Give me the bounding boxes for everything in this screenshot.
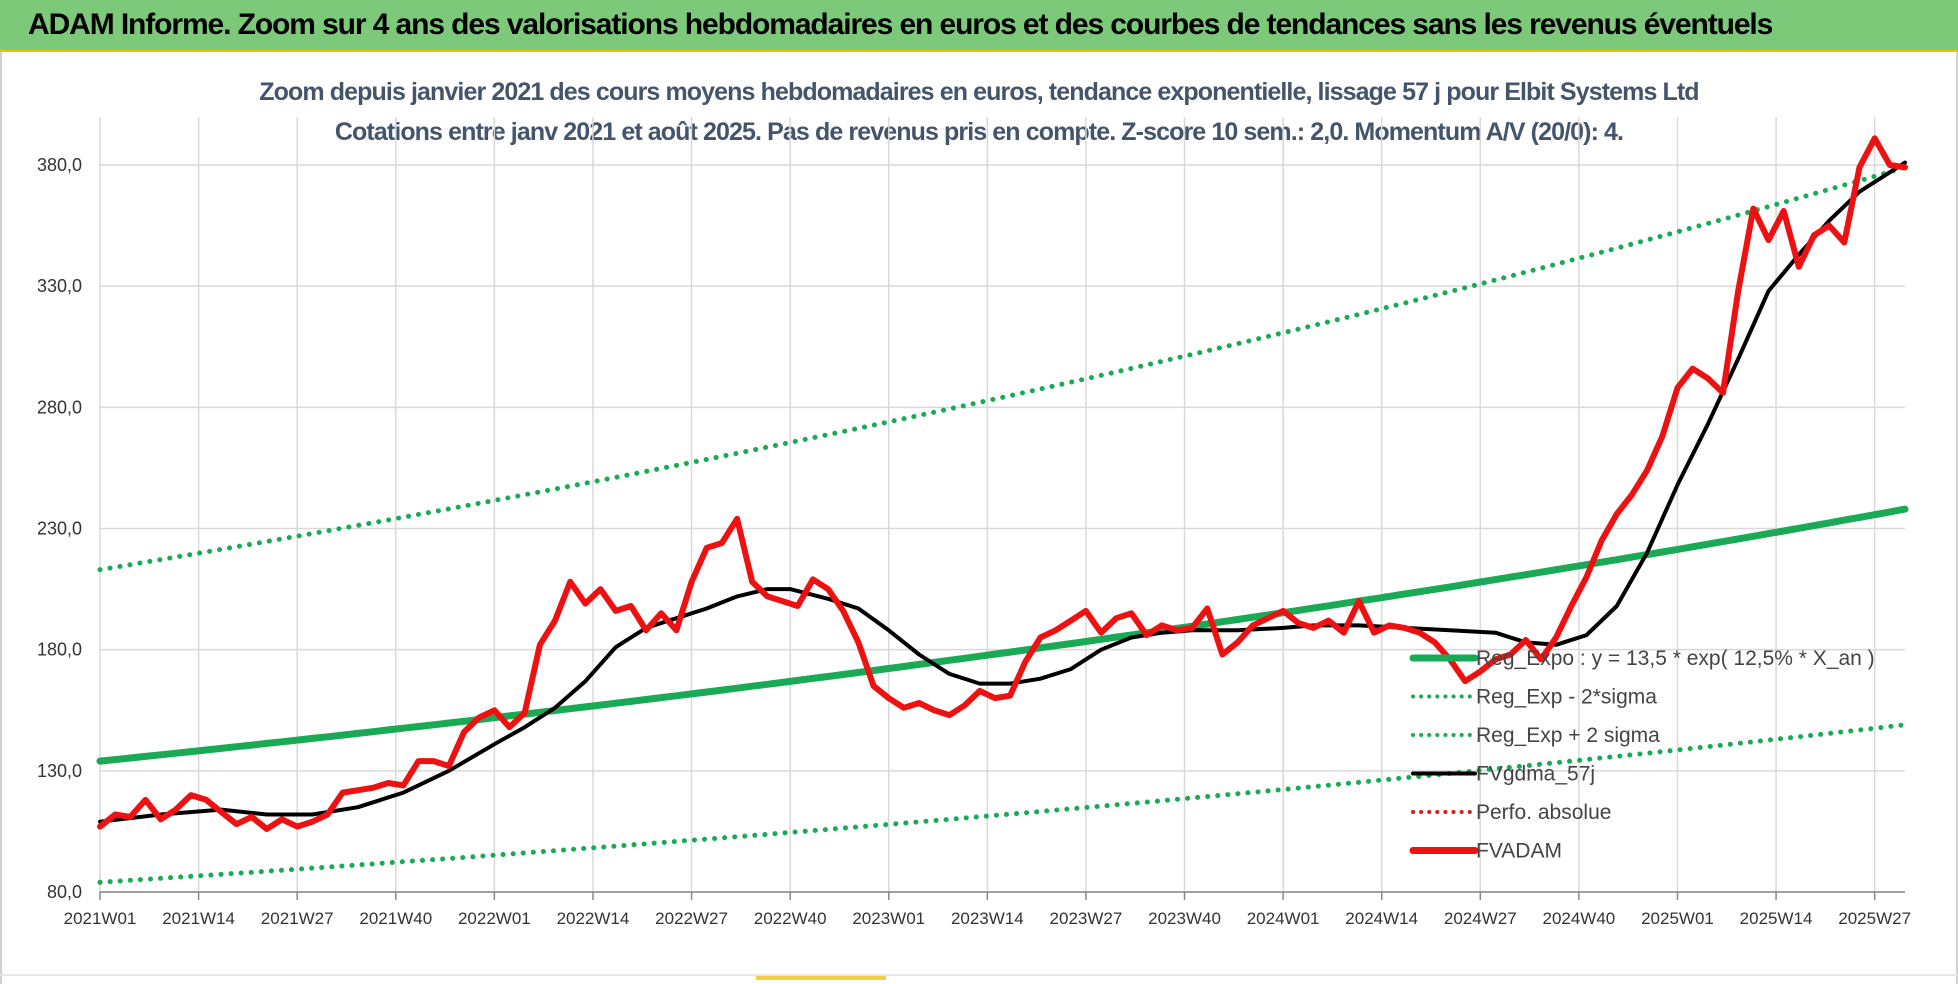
x-tick-label: 2022W27 [655, 909, 728, 928]
chart-frame [0, 52, 1958, 984]
x-tick-label: 2024W40 [1542, 909, 1615, 928]
x-tick-label: 2022W01 [458, 909, 531, 928]
legend-label: Reg_Exp + 2 sigma [1476, 724, 1660, 747]
x-tick-label: 2022W40 [754, 909, 827, 928]
series-reg-minus-2sigma [97, 722, 1908, 885]
legend-label: Perfo. absolue [1476, 801, 1611, 824]
legend-label: FVADAM [1476, 840, 1562, 863]
x-tick-label: 2023W40 [1148, 909, 1221, 928]
report-title: ADAM Informe. Zoom sur 4 ans des valoris… [28, 8, 1773, 41]
chart-legend: Reg_Expo : y = 13,5 * exp( 12,5% * X_an … [1409, 647, 1875, 863]
y-tick-label: 280,0 [37, 397, 82, 417]
x-tick-label: 2021W27 [261, 909, 334, 928]
report-banner: ADAM Informe. Zoom sur 4 ans des valoris… [0, 0, 1958, 52]
series-fvadam [97, 135, 1908, 832]
y-tick-label: 330,0 [37, 276, 82, 296]
x-tick-label: 2025W14 [1740, 909, 1813, 928]
legend-label: Reg_Exp - 2*sigma [1476, 686, 1657, 709]
x-tick-label: 2023W14 [951, 909, 1024, 928]
y-tick-label: 380,0 [37, 155, 82, 175]
x-tick-label: 2021W01 [64, 909, 137, 928]
chart-subtitle: Cotations entre janv 2021 et août 2025. … [334, 118, 1624, 146]
x-tick-label: 2021W40 [359, 909, 432, 928]
x-tick-label: 2023W27 [1050, 909, 1123, 928]
x-axis: 2021W01 2021W14 2021W27 2021W40 2022W01 2022W… [64, 891, 1911, 928]
y-tick-label: 230,0 [37, 519, 82, 539]
series-reg-expo [96, 505, 1909, 765]
y-axis: 80,0 130,0 180,0 230,0 280,0 330,0 380,0 [37, 155, 82, 902]
x-tick-label: 2023W01 [852, 909, 925, 928]
x-tick-label: 2024W14 [1345, 909, 1418, 928]
y-tick-label: 80,0 [47, 882, 82, 902]
chart-grid [99, 117, 1905, 893]
footer-divider [0, 974, 1958, 976]
x-tick-label: 2024W01 [1247, 909, 1320, 928]
series-fvgdma-57j [98, 160, 1907, 824]
x-tick-label: 2021W14 [162, 909, 235, 928]
y-tick-label: 130,0 [37, 761, 82, 781]
chart-title: Zoom depuis janvier 2021 des cours moyen… [259, 78, 1699, 106]
x-tick-label: 2025W27 [1838, 909, 1911, 928]
footer-mark [756, 976, 886, 980]
x-tick-label: 2025W01 [1641, 909, 1714, 928]
series-reg-plus-2sigma [97, 164, 1908, 573]
legend-label: FVgdma_57j [1476, 763, 1595, 786]
chart-series [96, 135, 1909, 885]
x-tick-label: 2024W27 [1444, 909, 1517, 928]
x-tick-label: 2022W14 [557, 909, 630, 928]
legend-label: Reg_Expo : y = 13,5 * exp( 12,5% * X_an … [1476, 647, 1875, 670]
y-tick-label: 180,0 [37, 640, 82, 660]
